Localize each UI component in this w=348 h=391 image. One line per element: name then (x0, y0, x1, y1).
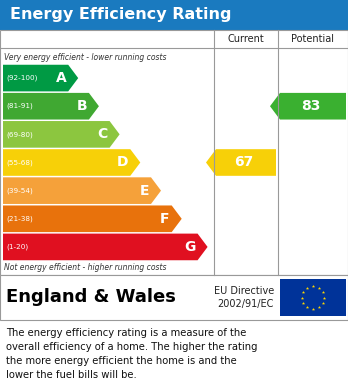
Text: 83: 83 (301, 99, 321, 113)
Bar (0, 30, 348, 275)
Text: Very energy efficient - lower running costs: Very energy efficient - lower running co… (4, 52, 166, 61)
Text: (1-20): (1-20) (6, 244, 28, 250)
Text: 67: 67 (234, 156, 254, 170)
Polygon shape (206, 149, 276, 176)
Text: (81-91): (81-91) (6, 103, 33, 109)
Bar (0, 275, 348, 320)
Text: B: B (76, 99, 87, 113)
Polygon shape (3, 121, 120, 148)
Text: (39-54): (39-54) (6, 187, 33, 194)
Text: (55-68): (55-68) (6, 159, 33, 166)
Polygon shape (3, 149, 140, 176)
Text: (21-38): (21-38) (6, 215, 33, 222)
Polygon shape (3, 93, 99, 120)
Text: England & Wales: England & Wales (6, 289, 176, 307)
Polygon shape (270, 93, 346, 120)
Polygon shape (3, 233, 207, 260)
Text: G: G (184, 240, 196, 254)
Polygon shape (3, 178, 161, 204)
Text: E: E (140, 184, 149, 197)
Bar (280, 279, 346, 316)
Bar (0, 0, 348, 30)
Polygon shape (3, 65, 78, 91)
Polygon shape (3, 205, 182, 232)
Text: EU Directive
2002/91/EC: EU Directive 2002/91/EC (214, 286, 274, 309)
Text: A: A (55, 71, 66, 85)
Text: F: F (160, 212, 170, 226)
Text: Potential: Potential (292, 34, 334, 44)
Text: (92-100): (92-100) (6, 75, 37, 81)
Text: D: D (117, 156, 128, 170)
Text: Energy Efficiency Rating: Energy Efficiency Rating (10, 7, 232, 23)
Text: C: C (97, 127, 108, 142)
Text: (69-80): (69-80) (6, 131, 33, 138)
Text: Not energy efficient - higher running costs: Not energy efficient - higher running co… (4, 264, 166, 273)
Text: The energy efficiency rating is a measure of the
overall efficiency of a home. T: The energy efficiency rating is a measur… (6, 328, 258, 380)
Text: Current: Current (228, 34, 264, 44)
